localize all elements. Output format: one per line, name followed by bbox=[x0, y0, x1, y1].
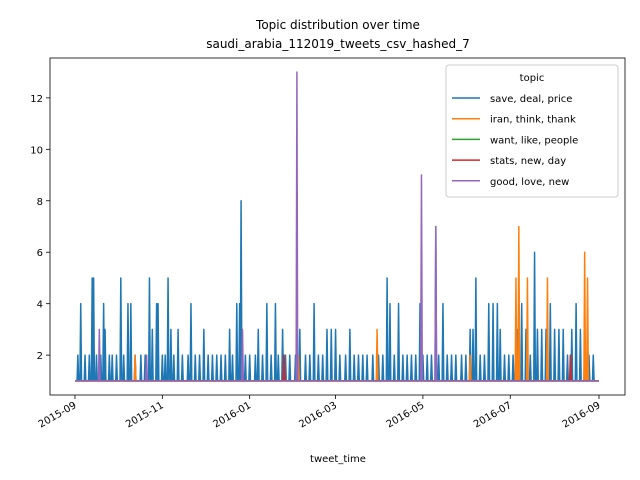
x-tick-label: 2016-09 bbox=[561, 400, 603, 430]
x-tick-label: 2016-07 bbox=[472, 400, 514, 430]
y-axis: 2 4 6 8 10 12 bbox=[30, 94, 50, 362]
y-tick-label: 4 bbox=[37, 300, 43, 311]
legend-box bbox=[445, 64, 619, 198]
legend-label: save, deal, price bbox=[490, 94, 572, 105]
series-line bbox=[74, 71, 600, 382]
y-tick-label: 2 bbox=[37, 351, 43, 362]
y-tick-label: 10 bbox=[30, 145, 43, 156]
x-tick-label: 2016-03 bbox=[297, 400, 339, 430]
x-tick-label: 2016-01 bbox=[211, 400, 253, 430]
series-line bbox=[74, 200, 600, 382]
x-tick-label: 2016-05 bbox=[385, 400, 427, 430]
legend: topic save, deal, price iran, think, than… bbox=[445, 64, 619, 198]
axes-frame bbox=[49, 57, 626, 396]
chart-subtitle: saudi_arabia_112019_tweets_csv_hashed_7 bbox=[206, 37, 470, 51]
legend-title: topic bbox=[520, 73, 545, 84]
x-tick-label: 2015-09 bbox=[37, 400, 79, 430]
x-tick-label: 2015-11 bbox=[124, 400, 166, 430]
legend-items: save, deal, price iran, think, thank want,… bbox=[452, 94, 578, 188]
legend-label: stats, new, day bbox=[490, 156, 566, 167]
chart-title: Topic distribution over time bbox=[255, 18, 420, 32]
x-axis-label: tweet_time bbox=[310, 454, 366, 465]
legend-label: iran, think, thank bbox=[490, 115, 576, 126]
y-tick-label: 6 bbox=[37, 248, 43, 259]
legend-label: want, like, people bbox=[490, 135, 578, 146]
y-tick-label: 12 bbox=[30, 94, 43, 105]
legend-label: good, love, new bbox=[490, 177, 569, 188]
x-axis: 2015-09 2015-11 2016-01 2016-03 2016-05 2016-… bbox=[37, 395, 603, 430]
y-tick-label: 8 bbox=[37, 197, 43, 208]
plot-area bbox=[74, 71, 600, 382]
